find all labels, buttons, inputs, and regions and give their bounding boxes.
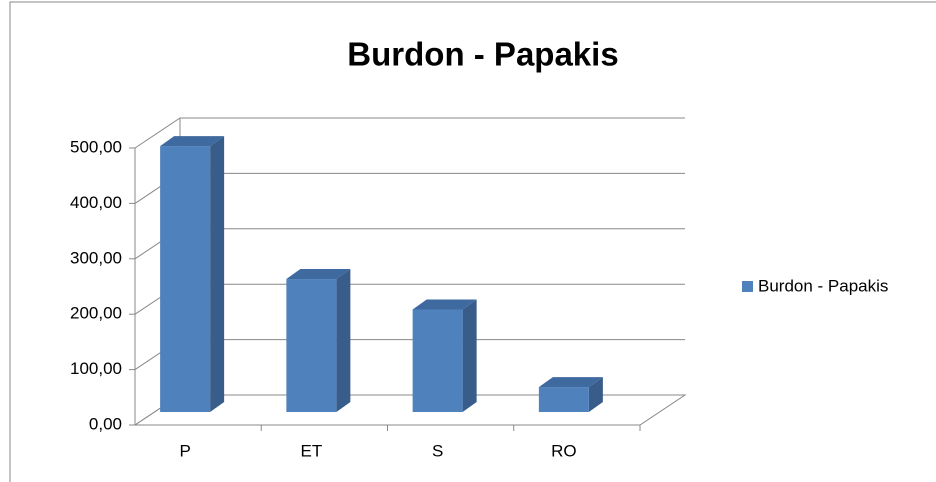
x-tick-label: ET — [301, 441, 323, 460]
x-tick-label: P — [179, 441, 190, 460]
chart-frame — [9, 1, 936, 482]
chart-title: Burdon - Papakis — [347, 36, 618, 73]
y-tick-label: 400,00 — [70, 193, 122, 212]
bar-top — [538, 377, 603, 388]
y-tick-label: 300,00 — [70, 248, 122, 267]
grid-line — [134, 117, 685, 149]
y-tick-label: 200,00 — [70, 304, 122, 323]
y-tick-label: 500,00 — [70, 137, 122, 156]
bar-side — [336, 269, 351, 412]
bar — [412, 309, 463, 412]
bar-side — [588, 377, 603, 412]
y-tick-label: 100,00 — [70, 359, 122, 378]
bar-side — [462, 299, 477, 412]
bar — [538, 387, 589, 412]
bar — [160, 146, 211, 412]
bar — [286, 279, 337, 412]
bar-top — [412, 299, 477, 310]
x-tick-label: RO — [551, 441, 577, 460]
x-tick-label: S — [432, 441, 443, 460]
legend-swatch — [742, 281, 753, 292]
bar-side — [210, 136, 225, 412]
legend-label: Burdon - Papakis — [758, 276, 888, 295]
bar-top — [286, 269, 351, 280]
y-tick-label: 0,00 — [89, 414, 122, 433]
bar-top — [160, 136, 225, 147]
